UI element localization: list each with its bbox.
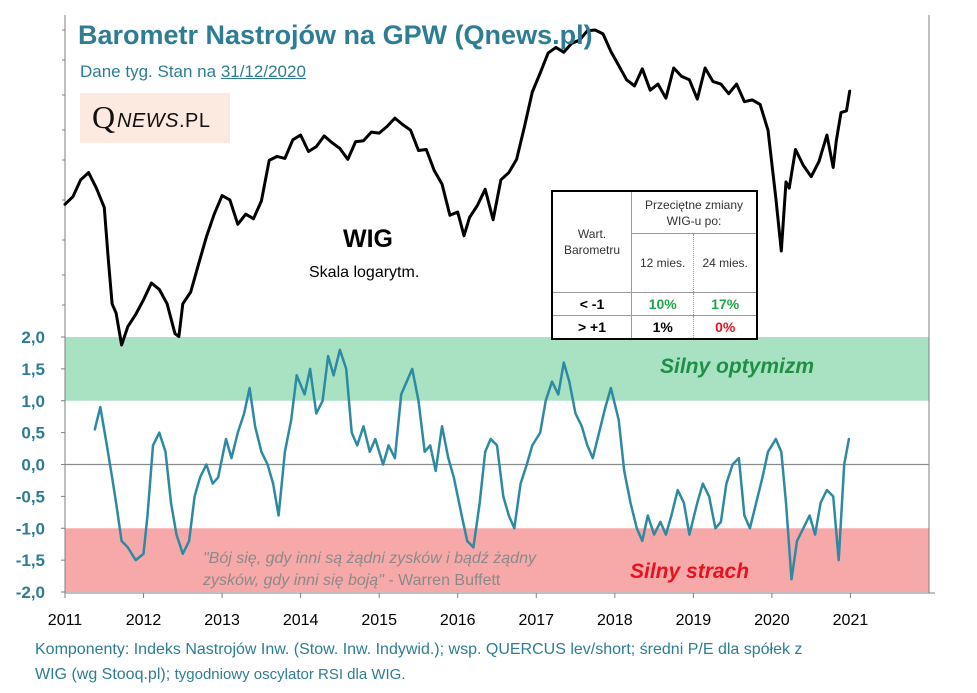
y-tick-label: -2,0 [16,583,45,602]
x-tick-label: 2012 [126,612,162,629]
stats-subheader-row: 12 mies. 24 mies. [552,233,757,293]
stats-row-m12: 1% [631,315,695,339]
stats-row-m12: 10% [631,292,695,316]
y-tick-label: 1,5 [21,360,45,379]
barometer-series [93,348,851,581]
subtitle-prefix: Dane tyg. Stan na [80,62,221,81]
logo-pl: .PL [179,110,211,132]
stats-group-header: Przeciętne zmiany WIG-u po: [631,191,757,235]
stats-col2-header: 12 mies. [631,233,695,293]
logo-q: Q [92,99,116,135]
stats-row-m24: 17% [693,292,757,316]
y-tick-label: 0,0 [21,456,45,475]
stats-row: > +1 1% 0% [552,315,757,339]
stats-header-row: Wart. Barometru Przeciętne zmiany WIG-u … [552,191,757,293]
buffett-quote: "Bój się, gdy inni są żądni zysków i bąd… [203,548,536,592]
fear-zone-label: Silny strach [630,560,750,583]
y-tick-label: 2,0 [21,328,45,347]
y-tick-label: -1,5 [16,551,45,570]
chart-axes [61,15,935,598]
quote-line-2: zysków, gdy inni się boją" - Warren Buff… [203,572,501,589]
x-tick-label: 2015 [361,612,397,629]
footer-line-1: Komponenty: Indeks Nastrojów Inw. (Stow.… [35,641,803,658]
wig-line [63,28,852,347]
wig-series [63,28,852,347]
x-tick-label: 2014 [283,612,319,629]
chart-subtitle: Dane tyg. Stan na 31/12/2020 [80,62,306,82]
wig-series-label: WIG [343,225,393,253]
stats-row-label: < -1 [552,292,632,316]
chart-title: Barometr Nastrojów na GPW (Qnews.pl) [78,20,593,50]
footer-components-note: Komponenty: Indeks Nastrojów Inw. (Stow.… [35,637,802,687]
optimism-band [65,337,929,401]
y-tick-label: 1,0 [21,392,45,411]
wig-scale-note: Skala logarytm. [309,264,420,281]
x-tick-label: 2020 [754,612,790,629]
stats-row-m24: 0% [715,319,736,335]
logo-news: NEWS [117,110,179,132]
y-tick-label: -0,5 [16,487,45,506]
barometer-line [93,348,851,581]
qnews-logo: Q NEWS.PL [80,93,230,143]
stats-col1-header: Wart. Barometru [552,191,632,293]
quote-line-1: "Bój się, gdy inni są żądni zysków i bąd… [203,550,536,567]
sentiment-bands [65,337,929,592]
x-tick-label: 2013 [204,612,240,629]
x-tick-label: 2019 [676,612,712,629]
stats-row-label: > +1 [552,315,632,339]
x-tick-label: 2017 [518,612,554,629]
footer-line-2: WIG (wg Stooq.pl); tygodniowy oscylator … [35,666,406,683]
stats-table: Wart. Barometru Przeciętne zmiany WIG-u … [551,190,758,340]
optimism-zone-label: Silny optymizm [660,355,815,378]
x-tick-label: 2011 [48,612,83,629]
y-tick-label: 0,5 [21,424,45,443]
stats-row: < -1 10% 17% [552,292,757,316]
fear-band [65,528,929,592]
stats-col3-header: 24 mies. [693,233,757,293]
x-tick-labels: 2011 2012 2013 2014 2015 2016 2017 2018 2019 2020… [48,612,869,629]
logo-text: NEWS.PL [117,110,211,133]
x-tick-label: 2021 [833,612,869,629]
y-tick-labels: 2,0 1,5 1,0 0,5 0,0 -0,5 -1,0 -1,5 -2,0 [16,328,45,602]
subtitle-date: 31/12/2020 [220,62,306,81]
x-tick-label: 2016 [440,612,476,629]
y-tick-label: -1,0 [16,519,45,538]
x-tick-label: 2018 [597,612,633,629]
